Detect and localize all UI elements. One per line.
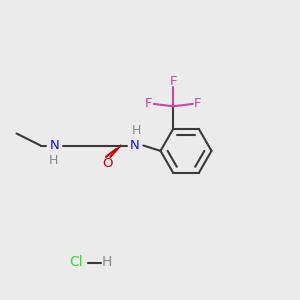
Text: N: N <box>130 139 140 152</box>
Text: H: H <box>101 256 112 269</box>
Text: F: F <box>145 97 152 110</box>
Text: F: F <box>194 97 202 110</box>
Text: Cl: Cl <box>70 256 83 269</box>
Text: F: F <box>169 75 177 88</box>
Text: N: N <box>50 139 59 152</box>
Text: H: H <box>48 154 58 167</box>
Text: H: H <box>132 124 141 137</box>
Text: O: O <box>102 157 113 170</box>
